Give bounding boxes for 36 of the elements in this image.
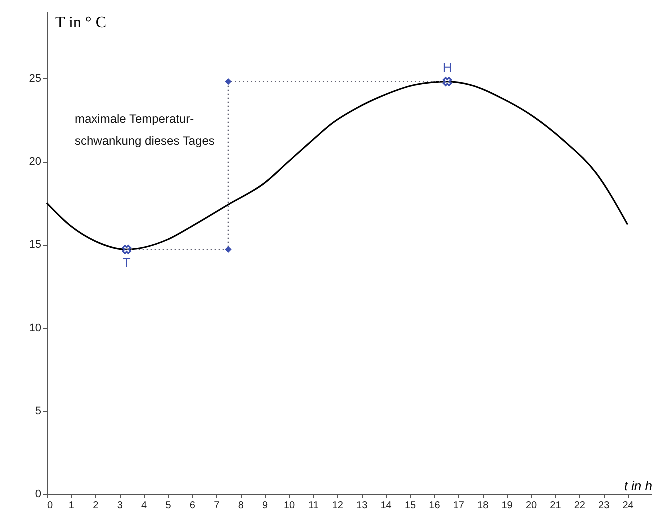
x-tick-label: 0 bbox=[48, 500, 54, 512]
annotation: H bbox=[442, 60, 452, 75]
x-tick-label: 15 bbox=[404, 500, 416, 512]
x-tick-label: 10 bbox=[284, 500, 296, 512]
x-tick-label: 6 bbox=[190, 500, 196, 512]
y-tick-label: 10 bbox=[29, 322, 42, 334]
y-tick-label: 0 bbox=[35, 488, 42, 500]
y-tick-label: 25 bbox=[29, 72, 42, 85]
x-tick-label: 17 bbox=[453, 500, 465, 512]
y-axis-title: T in ° C bbox=[56, 14, 106, 32]
y-tick-label: 20 bbox=[29, 156, 42, 168]
x-tick-label: 4 bbox=[142, 500, 148, 512]
x-tick-label: 3 bbox=[117, 500, 124, 512]
annotation: maximale Temperatur- schwankung dieses Tages bbox=[75, 112, 215, 148]
x-tick-label: 16 bbox=[429, 500, 441, 512]
annotation: T bbox=[122, 256, 131, 271]
x-tick-label: 19 bbox=[502, 500, 514, 512]
x-tick-label: 7 bbox=[214, 500, 220, 512]
y-tick-label: 15 bbox=[29, 239, 42, 252]
x-tick-label: 21 bbox=[550, 500, 562, 512]
x-tick-label: 2 bbox=[93, 500, 100, 512]
x-tick-label: 23 bbox=[598, 500, 610, 512]
x-tick-label: 20 bbox=[526, 500, 538, 512]
x-axis-title: t in h bbox=[624, 478, 652, 494]
x-tick-label: 5 bbox=[166, 500, 172, 512]
x-tick-label: 24 bbox=[622, 500, 634, 512]
x-tick-label: 11 bbox=[308, 500, 320, 512]
x-tick-label: 9 bbox=[262, 500, 269, 512]
y-tick-label: 5 bbox=[35, 405, 42, 418]
x-tick-label: 22 bbox=[574, 500, 586, 512]
x-tick-label: 13 bbox=[356, 500, 368, 512]
x-tick-label: 14 bbox=[380, 500, 392, 512]
x-tick-label: 12 bbox=[332, 500, 344, 512]
x-tick-label: 1 bbox=[68, 500, 75, 512]
x-tick-label: 18 bbox=[478, 500, 490, 512]
x-tick-label: 8 bbox=[238, 500, 244, 512]
